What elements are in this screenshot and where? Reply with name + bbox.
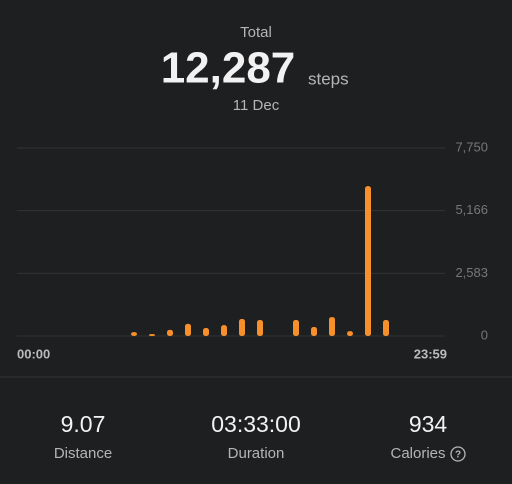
stat-value: 934 (409, 411, 448, 437)
info-icon[interactable] (450, 446, 466, 462)
bar (347, 331, 353, 336)
total-value: 12,287 (161, 44, 296, 93)
bar (131, 332, 137, 336)
stat-value: 9.07 (61, 411, 106, 437)
bar (311, 327, 317, 336)
bar (203, 327, 209, 336)
y-tick-label: 2,583 (455, 265, 488, 280)
bar (383, 319, 389, 336)
date: 11 Dec (233, 97, 280, 114)
bar (329, 317, 335, 336)
y-tick-label: 0 (481, 327, 488, 342)
info-icon-glyph: ? (455, 450, 461, 461)
y-tick-label: 5,166 (455, 202, 488, 217)
total-unit: steps (308, 69, 349, 88)
bar (293, 319, 299, 336)
stat-value: 03:33:00 (211, 411, 301, 437)
bar (185, 323, 191, 336)
bar (167, 329, 173, 336)
x-tick-label: 00:00 (17, 346, 50, 361)
bar (365, 186, 371, 336)
stats: 9.07 Distance 03:33:00 Duration 934 Calories (54, 411, 448, 462)
bar (221, 325, 227, 336)
bar (149, 334, 155, 336)
x-tick-label: 23:59 (414, 346, 447, 361)
stat-label: Duration (228, 445, 285, 462)
stat-label: Calories (390, 445, 445, 462)
stat-label: Distance (54, 445, 112, 462)
total-label: Total (240, 24, 272, 41)
y-tick-label: 7,750 (455, 139, 488, 154)
bar (257, 319, 263, 336)
bar (239, 319, 245, 336)
